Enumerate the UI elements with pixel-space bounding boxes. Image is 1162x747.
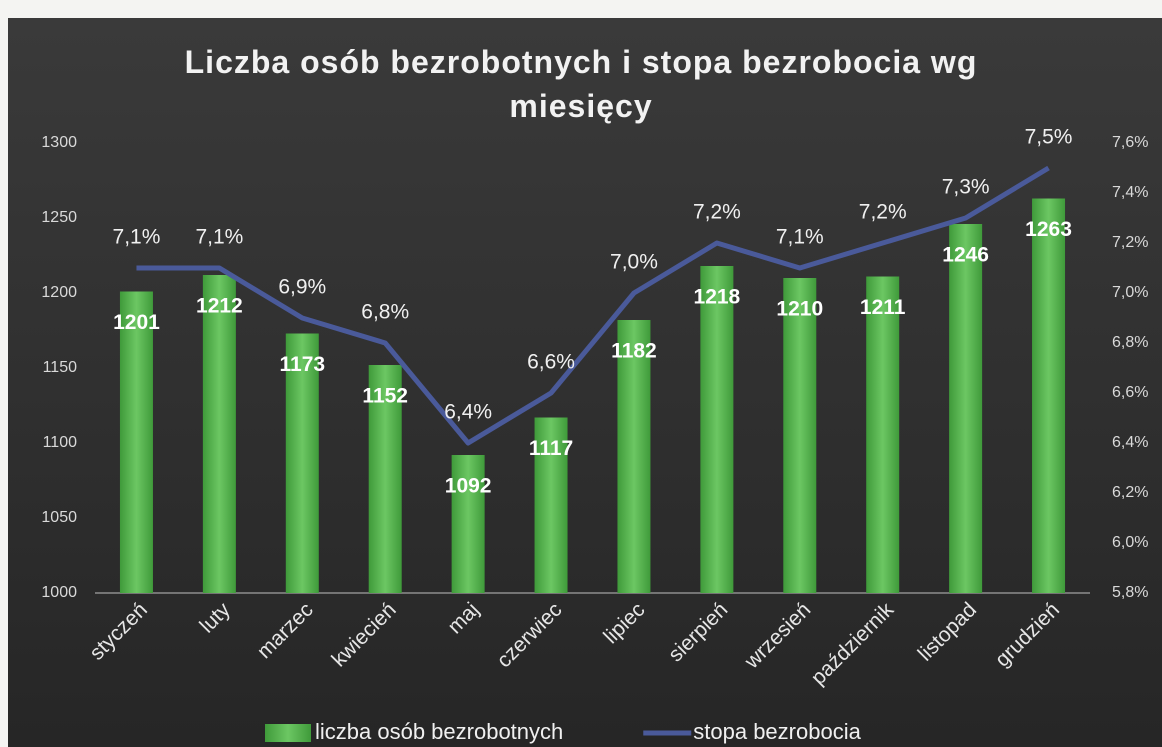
bar-value-label: 1117 [529,437,573,460]
bar-value-label: 1092 [445,475,492,498]
bar-value-label: 1173 [280,353,326,376]
bar [451,455,485,593]
chart-title: Liczba osób bezrobotnych i stopa bezrobo… [184,44,978,124]
y-tick-label: 1300 [41,134,77,151]
line-value-label: 7,2% [859,201,907,224]
line-value-label: 7,1% [776,226,824,249]
line-value-label: 6,6% [527,351,575,374]
bar-value-label: 1201 [113,311,160,334]
line-value-label: 7,2% [693,201,741,224]
line-value-label: 6,4% [444,401,492,424]
y2-tick-label: 6,2% [1112,484,1148,501]
y2-tick-label: 6,4% [1112,434,1148,451]
y2-tick-label: 7,0% [1112,284,1148,301]
bar-value-label: 1152 [362,385,408,408]
bar [534,417,568,593]
line [136,165,1050,446]
line-value-label: 6,8% [361,301,409,324]
bar [368,365,402,593]
bar-value-label: 1246 [942,244,989,267]
line-value-label: 7,1% [113,226,161,249]
bar [700,266,734,593]
y-tick-label: 1250 [41,209,77,226]
line-value-label: 7,5% [1025,126,1073,149]
y2-tick-label: 6,6% [1112,384,1148,401]
legend-label: stopa bezrobocia [693,719,861,744]
bar [119,291,153,593]
bar [1032,198,1066,593]
y2-tick-label: 7,2% [1112,234,1148,251]
y-tick-label: 1100 [43,434,78,451]
y2-tick-label: 7,6% [1112,134,1148,151]
bar-value-label: 1263 [1025,218,1072,241]
line-value-label: 7,3% [942,176,990,199]
bar [949,224,983,593]
bar-value-label: 1211 [860,296,906,319]
y-tick-label: 1050 [41,509,77,526]
line-value-label: 7,0% [610,251,658,274]
y2-tick-label: 5,8% [1112,584,1148,601]
bar-value-label: 1210 [776,298,823,321]
line-value-label: 6,9% [278,276,326,299]
legend-label: liczba osób bezrobotnych [315,719,563,744]
bar-value-label: 1182 [611,340,657,363]
line-value-label: 7,1% [195,226,243,249]
y-tick-label: 1200 [41,284,77,301]
bar [866,276,900,593]
y-tick-label: 1150 [43,359,78,376]
bar [783,278,817,593]
bar-value-label: 1212 [196,295,243,318]
bar [202,275,236,593]
y2-tick-label: 6,0% [1112,534,1148,551]
legend: liczba osób bezrobotnych stopa bezrobocia [265,719,862,744]
y-tick-label: 1000 [41,584,77,601]
bar-value-label: 1218 [694,286,741,309]
bar [285,333,319,593]
legend-swatch [265,724,311,742]
bar [617,320,651,593]
y2-tick-label: 7,4% [1112,184,1148,201]
y2-tick-label: 6,8% [1112,334,1148,351]
